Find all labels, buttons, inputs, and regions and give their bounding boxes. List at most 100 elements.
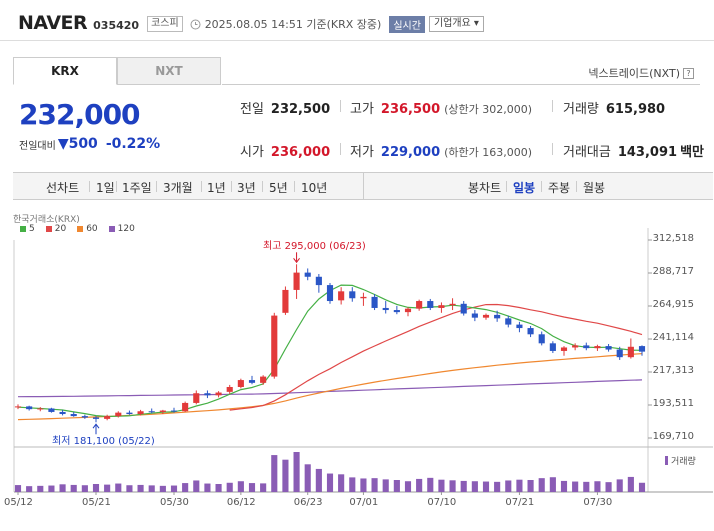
candle-body: [538, 334, 545, 344]
legend-ma5-label: 5: [29, 224, 35, 234]
y-tick-label: 193,511: [652, 398, 694, 409]
line-chart-label: 선차트: [46, 181, 80, 195]
volume-bar: [293, 452, 300, 492]
tab-krx[interactable]: KRX: [13, 57, 117, 85]
y-tick-label: 264,915: [652, 299, 694, 310]
stat-amount: 거래대금 143,091 백만: [563, 141, 704, 160]
candle-body: [215, 392, 222, 396]
x-tick-label: 05/12: [4, 497, 33, 508]
volume-bar: [538, 478, 545, 492]
volume-bar: [282, 459, 289, 492]
stat-prev: 전일 232,500: [240, 98, 330, 117]
candle-body: [70, 414, 77, 417]
candle-body: [293, 272, 300, 290]
candle-body: [126, 412, 133, 415]
candle-body: [371, 296, 378, 308]
candle-body: [416, 301, 423, 309]
volume-bar: [92, 484, 100, 492]
candle-body: [304, 272, 311, 277]
volume-bar: [460, 480, 467, 492]
y-tick-label: 312,518: [652, 233, 694, 244]
nxt-info[interactable]: 넥스트레이드(NXT) ?: [588, 65, 694, 81]
stock-name: NAVER: [18, 12, 88, 34]
volume-bar: [304, 464, 311, 492]
volume-bar: [182, 483, 189, 492]
candle-chart-label: 봉차트: [468, 181, 502, 195]
volume-bar: [193, 480, 200, 492]
candle-body: [527, 328, 534, 335]
candle-body: [237, 380, 244, 387]
stock-header: NAVER 035420 코스피 2025.08.05 14:51 기준(KRX…: [18, 10, 484, 36]
volume-bar: [438, 479, 445, 492]
candle-body: [460, 303, 467, 314]
volume-bar: [14, 485, 22, 492]
period-1d[interactable]: 1일: [96, 181, 115, 195]
company-overview-button[interactable]: 기업개요 ▾: [428, 16, 484, 32]
volume-bar: [371, 478, 378, 492]
period-10y[interactable]: 10년: [301, 181, 328, 195]
volume-bar: [516, 479, 523, 492]
candle-body: [516, 324, 523, 329]
volume-bar: [471, 481, 478, 492]
min-price-annotation: 최저 181,100 (05/22): [52, 436, 155, 447]
y-tick-label: 217,313: [652, 364, 694, 376]
stat-amount-unit: 백만: [680, 145, 704, 160]
divider: [541, 181, 542, 192]
tab-nxt[interactable]: NXT: [117, 57, 221, 85]
volume-bar: [393, 480, 400, 492]
stat-volume-label: 거래량: [563, 102, 599, 117]
legend-ma20-label: 20: [54, 224, 67, 234]
stat-lower-limit: (하한가 163,000): [444, 146, 533, 159]
candle-body: [48, 408, 55, 412]
candle-body: [594, 346, 601, 349]
legend-ma20: 20: [45, 224, 67, 234]
stat-separator: [340, 100, 341, 112]
volume-bar: [204, 483, 211, 492]
realtime-button[interactable]: 실시간: [389, 15, 425, 33]
period-3m[interactable]: 3개월: [163, 181, 193, 195]
stat-volume: 거래량 615,980: [563, 98, 665, 117]
volume-bar: [115, 483, 122, 492]
volume-bar: [605, 482, 612, 492]
volume-bar: [126, 485, 133, 492]
divider: [294, 181, 295, 192]
volume-bar: [170, 485, 178, 492]
candle-body: [182, 402, 189, 412]
volume-bar: [527, 480, 534, 492]
stat-open-value: 236,000: [270, 145, 331, 160]
period-monthly[interactable]: 월봉: [583, 181, 606, 195]
period-1w[interactable]: 1주일: [122, 181, 152, 195]
period-1y[interactable]: 1년: [207, 181, 226, 195]
candle-body: [104, 416, 111, 419]
candle-body: [26, 406, 33, 410]
candle-body: [226, 386, 233, 392]
x-tick-label: 05/30: [160, 497, 189, 508]
volume-bar: [137, 484, 144, 492]
legend-ma60: 60: [77, 224, 98, 234]
divider: [89, 181, 90, 192]
volume-bar: [260, 483, 267, 492]
candle-body: [627, 346, 634, 358]
candle-body: [616, 349, 623, 358]
volume-swatch: [665, 456, 668, 465]
legend-ma120-label: 120: [117, 224, 135, 234]
period-daily[interactable]: 일봉: [513, 181, 536, 195]
volume-bar: [226, 482, 233, 492]
volume-bar: [416, 478, 423, 492]
volume-bar: [494, 481, 501, 492]
candle-body: [482, 314, 490, 318]
candle-body: [638, 346, 646, 352]
volume-bar: [549, 477, 556, 492]
legend-swatch: [45, 226, 52, 232]
candle-body: [193, 393, 200, 403]
volume-bar: [248, 483, 256, 492]
candle-body: [560, 347, 568, 351]
candle-body: [59, 411, 66, 415]
period-weekly[interactable]: 주봉: [548, 181, 571, 195]
change-value: ▼500: [57, 136, 98, 152]
x-tick-label: 06/12: [226, 497, 256, 508]
period-3y[interactable]: 3년: [237, 181, 256, 195]
period-5y[interactable]: 5년: [269, 181, 288, 195]
help-icon[interactable]: ?: [683, 67, 694, 79]
